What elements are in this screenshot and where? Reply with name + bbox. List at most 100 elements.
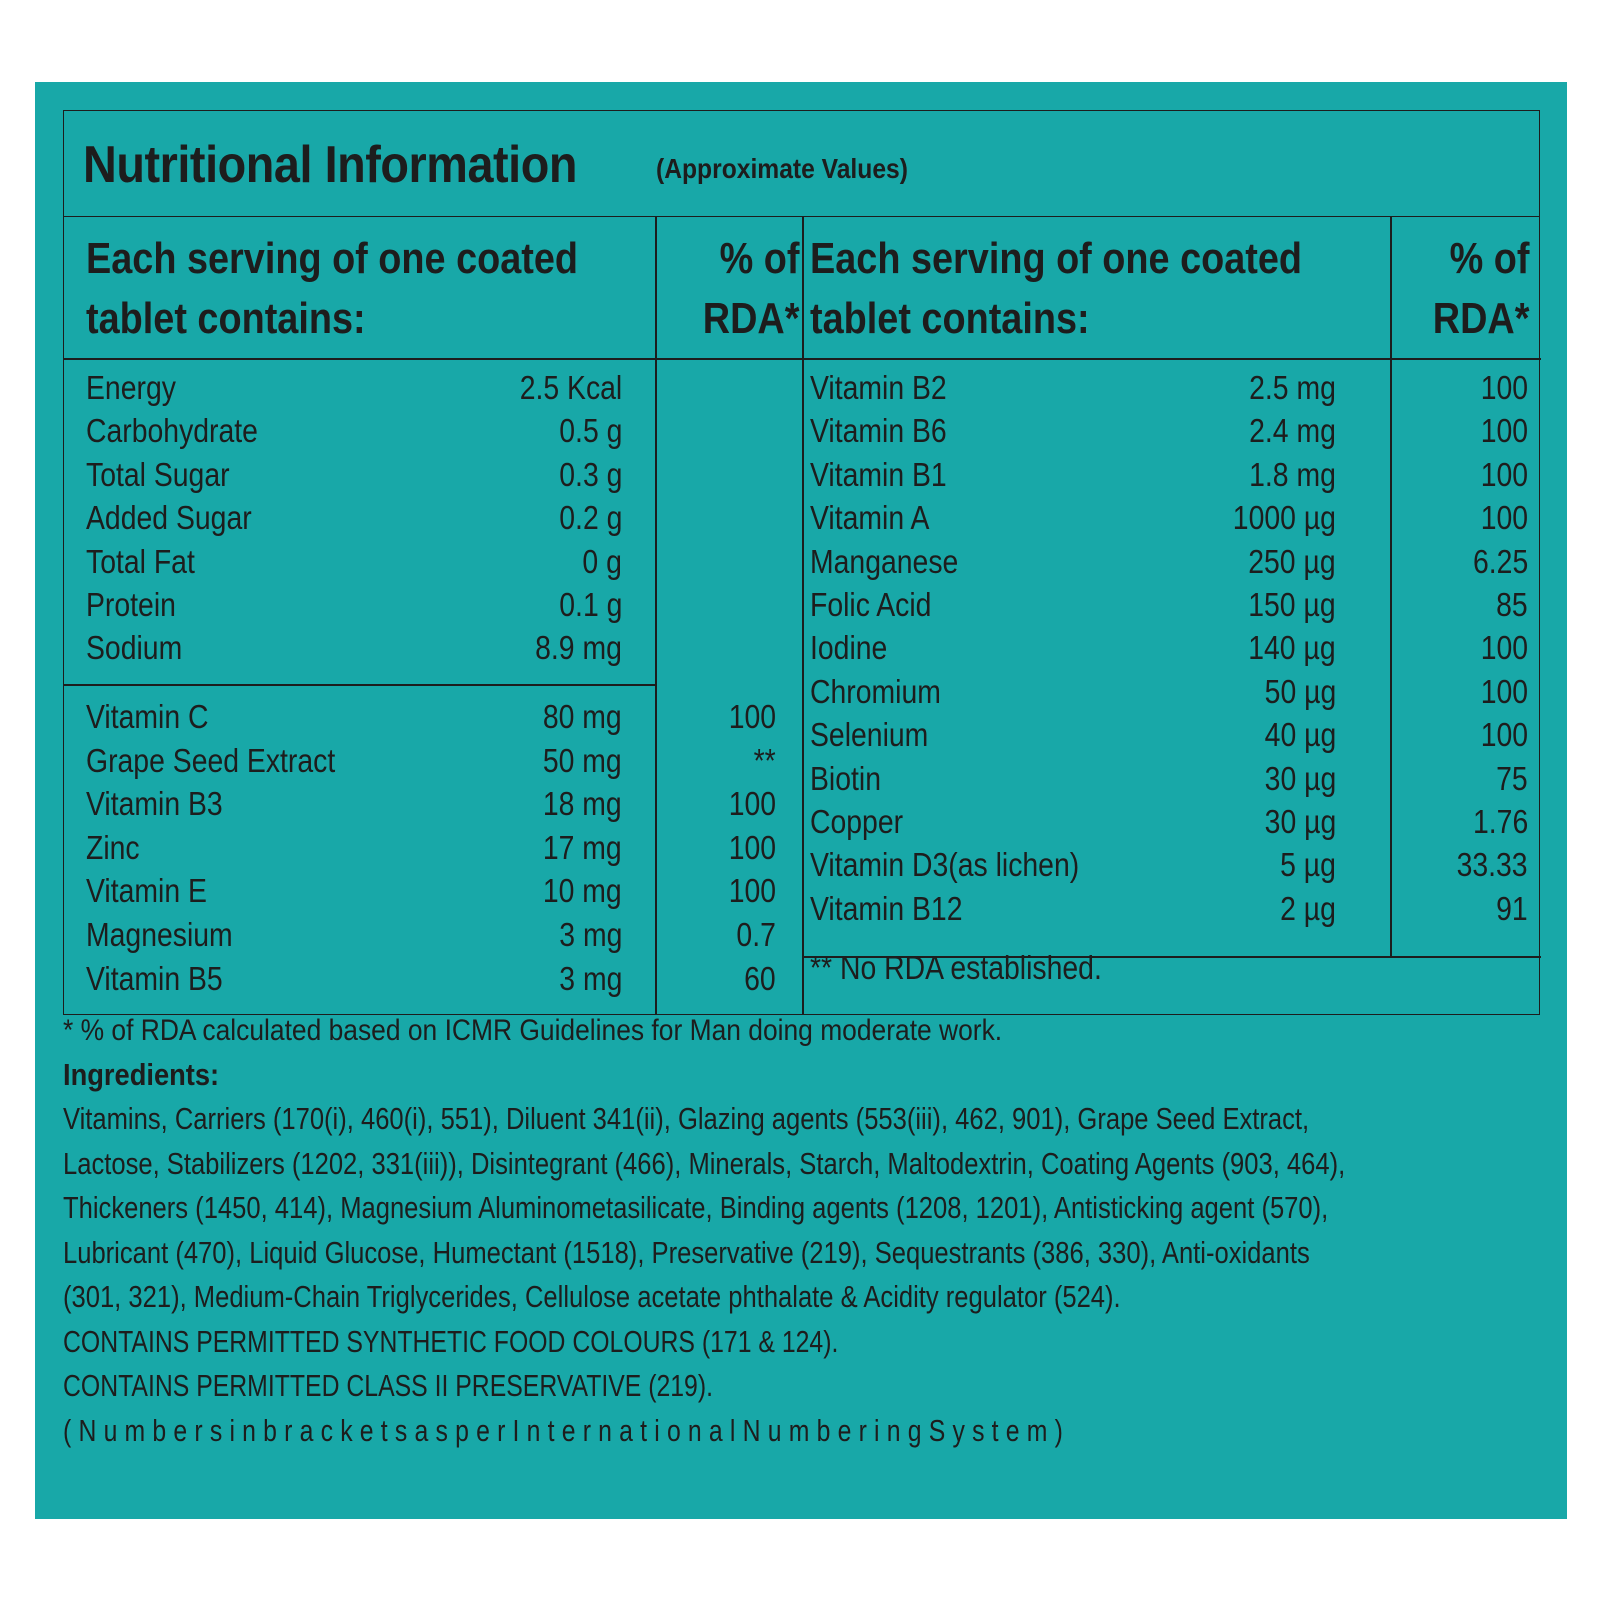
nutrient-amount: 1000 µg — [1232, 499, 1336, 537]
nutrient-amount: 5 µg — [1280, 846, 1336, 884]
nutrient-rda: 6.25 — [1472, 542, 1528, 580]
nutrient-rda: 85 — [1496, 586, 1528, 623]
nutrient-name: Total Fat — [86, 542, 195, 580]
ingredients-line: Lactose, Stabilizers (1202, 331(iii)), D… — [63, 1145, 1346, 1181]
nutrient-amount: 40 µg — [1264, 716, 1336, 754]
header-divider — [64, 358, 1541, 360]
nutrient-rda: 100 — [1480, 455, 1528, 493]
title-row: Nutritional Information (Approximate Val… — [64, 111, 1539, 217]
nutrient-amount: 0.3 g — [558, 455, 622, 493]
nutrient-name: Vitamin B3 — [86, 785, 223, 823]
rda-note: * % of RDA calculated based on ICMR Guid… — [63, 1014, 1003, 1047]
nutrient-rda: 0.7 — [736, 916, 776, 953]
nutrient-name: Magnesium — [86, 916, 233, 953]
nutrient-amount: 1.8 mg — [1249, 455, 1336, 493]
nutrient-rda: 75 — [1496, 759, 1528, 797]
divider-center — [802, 217, 804, 1014]
nutrient-name: Total Sugar — [86, 455, 230, 493]
nutrient-name: Vitamin B12 — [810, 889, 963, 927]
nutrient-name: Zinc — [86, 828, 140, 866]
nutrient-row: Vitamin C 80 mg — [86, 695, 622, 739]
nutrient-amount: 3 mg — [558, 959, 622, 997]
nutrient-amount: 50 mg — [543, 741, 622, 779]
ingredients-line: Lubricant (470), Liquid Glucose, Humecta… — [63, 1234, 1310, 1270]
nutrient-name: Added Sugar — [86, 499, 252, 537]
nutrient-row: Vitamin B1 1.8 mg — [810, 453, 1336, 497]
nutrient-name: Copper — [810, 803, 904, 840]
nutrient-rda: 100 — [728, 872, 776, 910]
nutrient-amount: 2.5 mg — [1249, 369, 1336, 406]
ingredients-heading: Ingredients: — [63, 1057, 220, 1092]
nutrient-name: Vitamin B1 — [810, 455, 947, 493]
nutrient-rda: 100 — [1480, 629, 1528, 667]
ingredients-line: Vitamins, Carriers (170(i), 460(i), 551)… — [63, 1101, 1310, 1136]
nutrient-name: Sodium — [86, 629, 183, 667]
right-rda-header: % of RDA* — [1432, 234, 1529, 343]
nutrient-row: Folic Acid 150 µg — [810, 583, 1336, 627]
nutrient-amount: 2.4 mg — [1249, 412, 1336, 450]
nutrient-rda: 91 — [1496, 889, 1528, 927]
nutrient-row: Protein 0.1 g — [86, 583, 622, 627]
nutrient-amount: 80 mg — [543, 698, 622, 735]
nutrient-name: Folic Acid — [810, 586, 932, 623]
nutrient-name: Carbohydrate — [86, 412, 258, 450]
nutrient-amount: 8.9 mg — [535, 629, 622, 667]
nutrient-rda: 100 — [728, 785, 776, 823]
nutrient-amount: 0.1 g — [558, 586, 622, 623]
nutrient-row: Zinc 17 mg — [86, 826, 622, 870]
nutrient-name: Manganese — [810, 542, 959, 580]
nutrient-name: Iodine — [810, 629, 888, 667]
ingredients-line: CONTAINS PERMITTED SYNTHETIC FOOD COLOUR… — [63, 1323, 839, 1359]
nutrient-row: Energy 2.5 Kcal — [86, 366, 622, 410]
nutrient-rda: 100 — [1480, 369, 1528, 406]
nutrient-amount: 10 mg — [543, 872, 622, 910]
nutrient-row: Total Sugar 0.3 g — [86, 453, 622, 497]
nutrient-rda: 1.76 — [1472, 803, 1528, 840]
nutrient-amount: 0.5 g — [558, 412, 622, 450]
nutrient-amount: 250 µg — [1248, 542, 1336, 580]
nutrient-amount: 30 µg — [1264, 759, 1336, 797]
nutrient-row: Vitamin B12 2 µg — [810, 887, 1336, 931]
nutrient-row: Iodine 140 µg — [810, 626, 1336, 670]
nutrient-row: Vitamin B5 3 mg — [86, 957, 622, 1001]
nutrient-amount: 17 mg — [543, 828, 622, 866]
nutrient-amount: 2.5 Kcal — [519, 369, 622, 406]
nutrient-row: Copper 30 µg — [810, 800, 1336, 844]
nutrient-row: Vitamin D3(as lichen) 5 µg — [810, 843, 1336, 887]
nutrient-name: Vitamin D3(as lichen) — [810, 846, 1080, 884]
nutrient-amount: 18 mg — [543, 785, 622, 823]
nutrient-row: Carbohydrate 0.5 g — [86, 409, 622, 453]
nutrient-name: Selenium — [810, 716, 929, 754]
nutrient-amount: 50 µg — [1264, 672, 1336, 710]
nutrient-rda: 33.33 — [1456, 846, 1528, 884]
ingredients-line: (NumbersinbracketsasperInternationalNumb… — [63, 1412, 1071, 1448]
nutrient-rda: 60 — [744, 959, 776, 997]
nutrient-row: Biotin 30 µg — [810, 757, 1336, 801]
nutrient-rda: 100 — [728, 698, 776, 735]
no-rda-footnote: ** No RDA established. — [810, 949, 1102, 986]
nutrient-rda: 100 — [1480, 412, 1528, 450]
nutrient-name: Vitamin A — [810, 499, 930, 537]
nutrient-row: Vitamin B2 2.5 mg — [810, 366, 1336, 410]
nutrient-row: Added Sugar 0.2 g — [86, 496, 622, 540]
page-subtitle: (Approximate Values) — [656, 153, 908, 184]
group-divider — [64, 684, 655, 686]
nutrient-row: Selenium 40 µg — [810, 713, 1336, 757]
nutrient-row: Sodium 8.9 mg — [86, 626, 622, 670]
nutrient-amount: 30 µg — [1264, 803, 1336, 840]
left-rda-header: % of RDA* — [702, 234, 799, 343]
ingredients-line: Thickeners (1450, 414), Magnesium Alumin… — [63, 1190, 1329, 1225]
nutrient-name: Vitamin B2 — [810, 369, 947, 406]
nutrient-row: Vitamin A 1000 µg — [810, 496, 1336, 540]
nutrient-name: Chromium — [810, 672, 941, 710]
nutrient-row: Magnesium 3 mg — [86, 913, 622, 957]
nutrient-row: Vitamin B3 18 mg — [86, 782, 622, 826]
left-header: Each serving of one coated tablet contai… — [86, 234, 579, 343]
nutrient-rda: ** — [753, 741, 776, 779]
nutrient-name: Biotin — [810, 759, 882, 797]
nutrient-amount: 3 mg — [558, 916, 622, 953]
nutrient-amount: 0 g — [582, 542, 622, 580]
nutrient-rda: 100 — [728, 828, 776, 866]
nutrient-row: Grape Seed Extract 50 mg — [86, 739, 622, 783]
nutrient-row: Manganese 250 µg — [810, 540, 1336, 584]
